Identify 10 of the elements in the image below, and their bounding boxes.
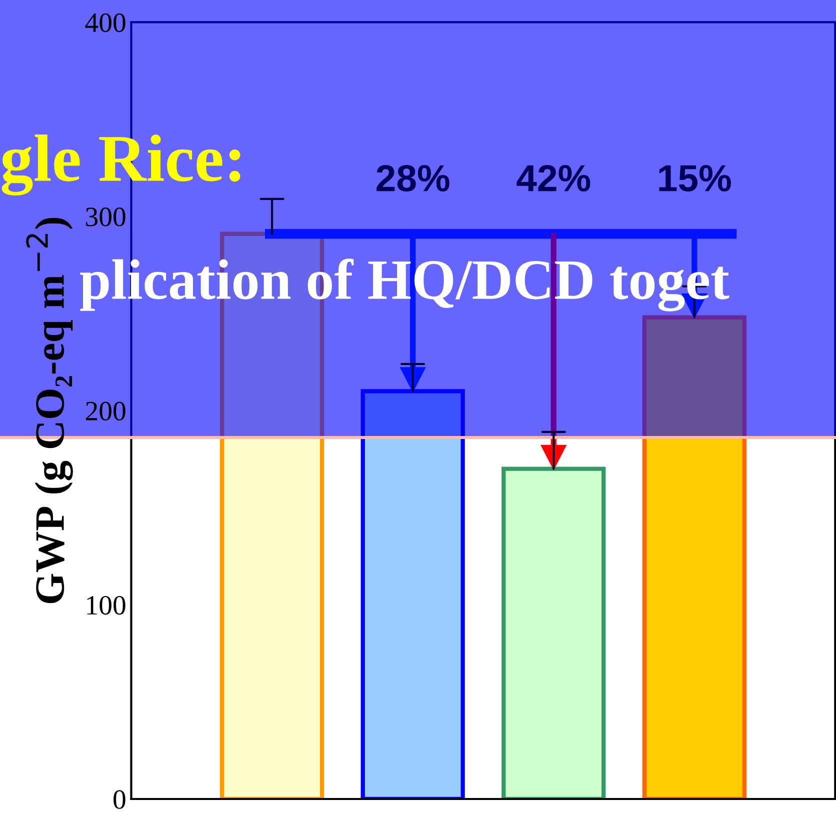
y-tick-label: 0 [114,790,126,809]
y-tick-label: 300 [86,208,126,226]
y-tick-label: 100 [87,596,126,615]
y-tick-label: 400 [85,13,126,32]
annotation: 15% [659,165,731,192]
annotation: 28% [376,164,450,192]
y-tick-label: 200 [86,402,126,420]
annotation: gle Rice: [2,134,240,196]
annotation: 42% [516,164,590,192]
y-axis-title: GWP (g CO₂-eq m$^{−2}$) [26,218,73,604]
